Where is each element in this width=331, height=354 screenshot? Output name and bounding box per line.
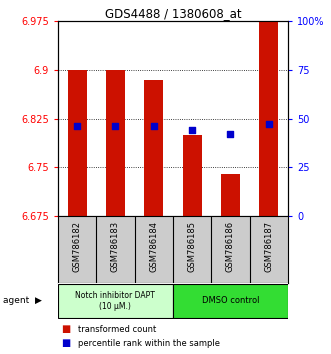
Text: ■: ■ [61, 324, 71, 334]
Bar [144, 80, 164, 216]
Text: GSM786185: GSM786185 [188, 221, 197, 272]
Point [228, 131, 233, 137]
Bar [259, 21, 278, 216]
Bar [68, 70, 87, 216]
Text: GSM786183: GSM786183 [111, 221, 120, 273]
Text: Notch inhibitor DAPT
(10 μM.): Notch inhibitor DAPT (10 μM.) [75, 291, 155, 310]
Text: GSM786182: GSM786182 [72, 221, 82, 272]
Text: ■: ■ [61, 338, 71, 348]
Text: percentile rank within the sample: percentile rank within the sample [78, 339, 220, 348]
Text: GSM786186: GSM786186 [226, 221, 235, 273]
Bar [106, 70, 125, 216]
Point [266, 121, 271, 127]
Bar [173, 284, 288, 318]
Bar [182, 135, 202, 216]
Text: agent  ▶: agent ▶ [3, 296, 42, 306]
Bar [58, 284, 173, 318]
Point [151, 124, 157, 129]
Text: GSM786184: GSM786184 [149, 221, 158, 272]
Bar [221, 174, 240, 216]
Point [189, 127, 195, 133]
Text: GSM786187: GSM786187 [264, 221, 273, 273]
Point [74, 124, 80, 129]
Text: DMSO control: DMSO control [202, 296, 259, 306]
Text: transformed count: transformed count [78, 325, 156, 334]
Title: GDS4488 / 1380608_at: GDS4488 / 1380608_at [105, 7, 241, 20]
Point [113, 124, 118, 129]
